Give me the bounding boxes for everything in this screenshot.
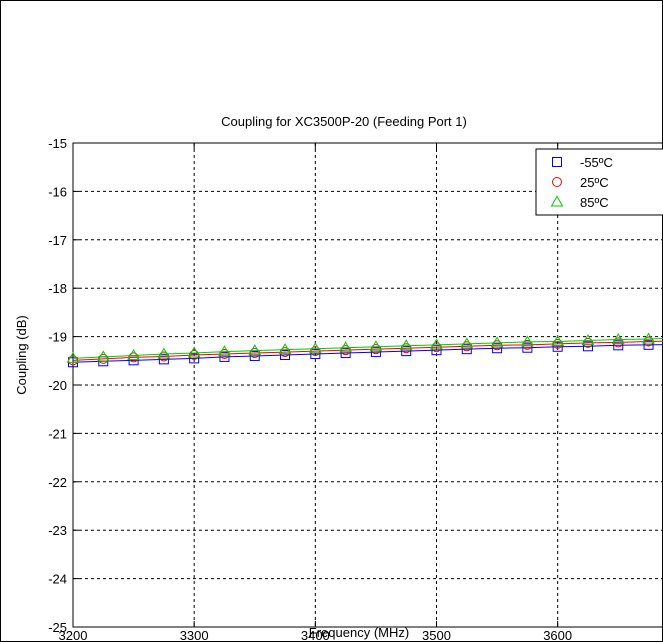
data-point — [431, 345, 442, 356]
data-point — [521, 335, 534, 347]
data-point — [280, 349, 291, 360]
legend-marker — [552, 177, 562, 187]
data-point — [552, 341, 563, 352]
x-tick-label: 3500 — [422, 628, 451, 642]
y-axis-label: Coupling (dB) — [14, 315, 29, 395]
data-point — [278, 343, 292, 355]
grid — [73, 143, 663, 627]
tick-labels: 3200330034003500360037003800-25-24-23-22… — [48, 136, 572, 642]
data-point — [582, 341, 593, 352]
legend-box — [535, 148, 663, 216]
legend-marker — [552, 157, 562, 167]
y-tick-label: -22 — [48, 475, 67, 490]
legend-label: -55ºC — [580, 155, 613, 170]
data-point — [189, 353, 200, 364]
y-tick-label: -17 — [48, 233, 67, 248]
data-point — [581, 333, 595, 345]
data-point — [613, 340, 624, 351]
data-point — [248, 344, 262, 356]
data-point — [339, 341, 352, 353]
series-line — [72, 338, 663, 359]
series-circle — [68, 336, 663, 366]
y-tick-label: -19 — [48, 330, 67, 345]
legend: -55ºC 25ºC 85ºC — [535, 148, 663, 216]
y-tick-label: -18 — [48, 281, 67, 296]
legend-label: 25ºC — [580, 175, 609, 190]
data-point — [490, 336, 504, 348]
data-point — [340, 348, 351, 359]
data-point — [460, 337, 474, 349]
data-point — [127, 348, 140, 360]
data-point — [461, 344, 472, 355]
data-point — [642, 332, 655, 344]
x-tick-label: 3400 — [301, 628, 330, 642]
data-point — [369, 340, 383, 352]
series-square — [68, 339, 663, 368]
data-point — [401, 346, 412, 357]
tick-marks — [72, 142, 559, 628]
data-point — [370, 347, 381, 358]
x-tick-label: 3600 — [543, 628, 572, 642]
legend-label: 85ºC — [580, 195, 609, 210]
x-tick-label: 3200 — [59, 628, 88, 642]
data-point — [157, 347, 171, 359]
data-point — [611, 333, 625, 345]
data-point — [308, 342, 322, 354]
y-tick-label: -15 — [48, 136, 67, 151]
chart-title: Coupling for XC3500P-20 (Feeding Port 1) — [221, 114, 467, 129]
legend-marker — [550, 195, 564, 207]
data-point — [96, 350, 110, 362]
x-axis-label: Frequency (MHz) — [309, 625, 409, 640]
series-line — [72, 340, 663, 361]
data-point — [492, 343, 503, 354]
y-tick-label: -23 — [48, 523, 67, 538]
data-point — [218, 345, 231, 357]
y-tick-label: -16 — [48, 184, 67, 199]
data-point — [66, 351, 80, 363]
data-point — [249, 350, 260, 361]
y-tick-label: -24 — [48, 572, 67, 587]
data-point — [158, 354, 169, 365]
data-point — [643, 339, 654, 350]
y-tick-label: -21 — [48, 426, 67, 441]
data-point — [522, 342, 533, 353]
y-tick-label: -25 — [48, 620, 67, 635]
series-layer — [66, 332, 663, 368]
y-tick-label: -20 — [48, 378, 67, 393]
series-triangle — [66, 332, 663, 363]
data-point — [310, 349, 321, 360]
data-point — [551, 334, 565, 346]
x-tick-label: 3300 — [180, 628, 209, 642]
series-line — [72, 344, 663, 363]
data-point — [399, 339, 413, 351]
data-point — [219, 351, 230, 362]
data-point — [187, 346, 201, 358]
data-point — [430, 338, 443, 350]
